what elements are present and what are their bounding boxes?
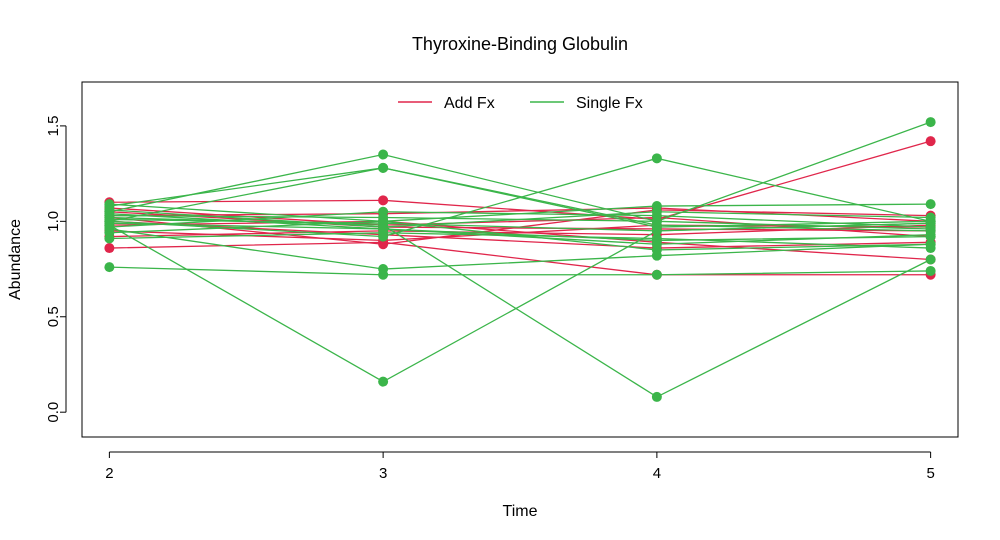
series-line-single-fx bbox=[109, 213, 931, 245]
series-line-single-fx bbox=[109, 211, 931, 228]
data-point-single-fx bbox=[651, 210, 662, 221]
x-axis-label: Time bbox=[503, 503, 538, 520]
series-line-single-fx bbox=[109, 167, 931, 232]
data-point-add-fx bbox=[378, 195, 389, 206]
data-point-single-fx bbox=[925, 243, 936, 254]
legend: Add Fx Single Fx bbox=[398, 95, 643, 112]
series-line-add-fx bbox=[109, 140, 931, 221]
x-tick-label: 5 bbox=[926, 465, 934, 482]
data-point-single-fx bbox=[104, 208, 115, 219]
x-axis: 2 3 4 5 bbox=[105, 451, 935, 482]
data-point-single-fx bbox=[378, 206, 389, 217]
series-line-single-fx bbox=[109, 209, 931, 228]
data-point-single-fx bbox=[378, 264, 389, 275]
data-point-single-fx bbox=[378, 376, 389, 387]
y-axis: 0.0 0.5 1.0 1.5 bbox=[45, 115, 67, 423]
series-line-add-fx bbox=[109, 241, 931, 276]
points-layer bbox=[104, 117, 936, 402]
data-point-add-fx bbox=[925, 136, 936, 147]
x-tick-label: 2 bbox=[105, 465, 113, 482]
y-tick-label: 1.5 bbox=[45, 115, 62, 136]
series-line-single-fx bbox=[109, 157, 931, 238]
data-point-single-fx bbox=[651, 239, 662, 250]
data-point-single-fx bbox=[925, 265, 936, 276]
series-line-add-fx bbox=[109, 220, 931, 261]
data-point-single-fx bbox=[651, 391, 662, 402]
data-point-single-fx bbox=[378, 162, 389, 173]
series-line-add-fx bbox=[109, 224, 931, 238]
data-point-single-fx bbox=[104, 233, 115, 244]
data-point-single-fx bbox=[104, 262, 115, 273]
y-axis-label: Abundance bbox=[7, 219, 24, 300]
chart-title: Thyroxine-Binding Globulin bbox=[412, 34, 628, 54]
series-line-add-fx bbox=[109, 220, 931, 249]
series-line-single-fx bbox=[109, 121, 931, 223]
series-line-single-fx bbox=[109, 232, 931, 249]
data-point-single-fx bbox=[925, 117, 936, 128]
series-line-single-fx bbox=[109, 266, 931, 276]
x-tick-label: 3 bbox=[379, 465, 387, 482]
series-line-single-fx bbox=[109, 228, 931, 270]
series-line-single-fx bbox=[109, 222, 931, 242]
x-tick-label: 4 bbox=[653, 465, 661, 482]
data-point-single-fx bbox=[925, 199, 936, 210]
y-tick-label: 0.0 bbox=[45, 402, 62, 423]
data-point-single-fx bbox=[651, 225, 662, 236]
data-point-single-fx bbox=[925, 222, 936, 233]
data-point-single-fx bbox=[378, 149, 389, 160]
data-point-single-fx bbox=[651, 153, 662, 164]
data-point-single-fx bbox=[651, 269, 662, 280]
series-layer bbox=[109, 121, 931, 398]
data-point-single-fx bbox=[925, 229, 936, 240]
data-point-add-fx bbox=[104, 243, 115, 254]
data-point-single-fx bbox=[378, 223, 389, 234]
legend-label-single-fx: Single Fx bbox=[576, 95, 643, 112]
y-tick-label: 0.5 bbox=[45, 306, 62, 327]
legend-label-add-fx: Add Fx bbox=[444, 95, 495, 112]
y-tick-label: 1.0 bbox=[45, 211, 62, 232]
plot-frame bbox=[81, 81, 959, 438]
data-point-single-fx bbox=[104, 222, 115, 233]
data-point-single-fx bbox=[925, 254, 936, 265]
